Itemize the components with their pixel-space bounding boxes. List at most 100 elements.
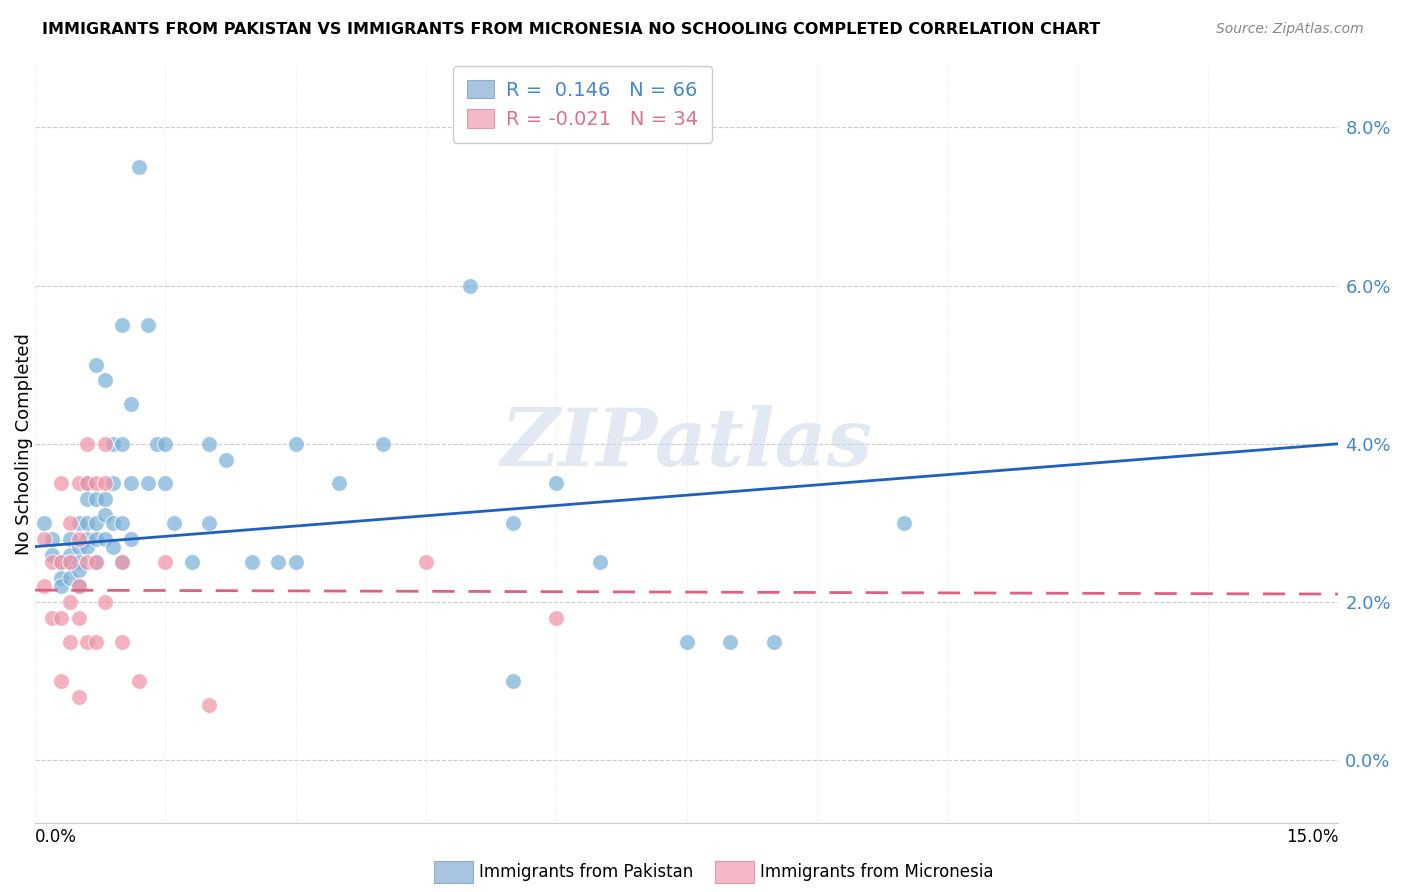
Point — [93, 595, 115, 609]
Point — [41, 611, 63, 625]
Point — [67, 563, 90, 577]
Point — [51, 556, 73, 570]
Y-axis label: No Schooling Completed: No Schooling Completed — [15, 333, 32, 555]
Point — [51, 579, 73, 593]
Point — [128, 674, 150, 689]
Point — [67, 579, 90, 593]
Point — [240, 556, 263, 570]
Point — [675, 634, 697, 648]
Point — [84, 476, 107, 491]
Point — [76, 437, 98, 451]
Point — [84, 634, 107, 648]
Point — [59, 634, 82, 648]
Point — [120, 397, 142, 411]
Point — [59, 548, 82, 562]
Point — [458, 278, 481, 293]
Point — [762, 634, 785, 648]
Point — [589, 556, 612, 570]
Point — [84, 492, 107, 507]
Point — [76, 492, 98, 507]
Point — [93, 532, 115, 546]
Point — [328, 476, 350, 491]
Point — [111, 556, 134, 570]
Point — [120, 476, 142, 491]
Text: Source: ZipAtlas.com: Source: ZipAtlas.com — [1216, 22, 1364, 37]
Point — [41, 556, 63, 570]
Point — [67, 516, 90, 530]
Point — [67, 532, 90, 546]
Point — [111, 318, 134, 332]
Legend: R =  0.146   N = 66, R = -0.021   N = 34: R = 0.146 N = 66, R = -0.021 N = 34 — [453, 66, 711, 143]
Point — [136, 318, 159, 332]
Point — [84, 516, 107, 530]
Point — [32, 532, 55, 546]
Point — [103, 540, 125, 554]
Point — [284, 437, 307, 451]
Point — [893, 516, 915, 530]
Text: IMMIGRANTS FROM PAKISTAN VS IMMIGRANTS FROM MICRONESIA NO SCHOOLING COMPLETED CO: IMMIGRANTS FROM PAKISTAN VS IMMIGRANTS F… — [42, 22, 1101, 37]
Point — [546, 476, 568, 491]
Point — [76, 540, 98, 554]
Point — [67, 611, 90, 625]
Point — [136, 476, 159, 491]
Text: 15.0%: 15.0% — [1286, 828, 1339, 846]
Point — [76, 634, 98, 648]
Point — [76, 532, 98, 546]
Point — [67, 476, 90, 491]
Point — [371, 437, 394, 451]
Point — [59, 556, 82, 570]
Point — [76, 476, 98, 491]
Point — [76, 516, 98, 530]
Point — [76, 476, 98, 491]
Point — [93, 437, 115, 451]
Point — [51, 571, 73, 585]
Point — [163, 516, 186, 530]
Text: 0.0%: 0.0% — [35, 828, 77, 846]
Point — [215, 452, 238, 467]
Point — [198, 698, 221, 712]
Point — [111, 556, 134, 570]
Point — [93, 374, 115, 388]
Point — [32, 516, 55, 530]
Point — [93, 476, 115, 491]
Point — [51, 674, 73, 689]
Point — [103, 476, 125, 491]
Point — [111, 634, 134, 648]
Point — [198, 437, 221, 451]
Point — [84, 556, 107, 570]
Point — [93, 492, 115, 507]
Point — [67, 556, 90, 570]
Point — [284, 556, 307, 570]
Point — [128, 160, 150, 174]
Point — [67, 690, 90, 704]
Point — [180, 556, 202, 570]
Point — [59, 516, 82, 530]
Point — [41, 532, 63, 546]
Point — [155, 556, 177, 570]
Point — [103, 516, 125, 530]
Point — [84, 358, 107, 372]
Point — [155, 476, 177, 491]
Point — [267, 556, 290, 570]
Point — [111, 516, 134, 530]
Point — [41, 548, 63, 562]
Point — [155, 437, 177, 451]
Point — [502, 516, 524, 530]
Text: Immigrants from Pakistan: Immigrants from Pakistan — [478, 863, 693, 881]
Point — [502, 674, 524, 689]
Point — [120, 532, 142, 546]
Text: Immigrants from Micronesia: Immigrants from Micronesia — [759, 863, 994, 881]
Point — [546, 611, 568, 625]
Point — [111, 437, 134, 451]
Point — [103, 437, 125, 451]
Point — [718, 634, 741, 648]
Point — [59, 595, 82, 609]
Point — [415, 556, 437, 570]
Point — [51, 476, 73, 491]
Point — [93, 508, 115, 522]
Point — [198, 516, 221, 530]
Point — [51, 611, 73, 625]
Point — [67, 540, 90, 554]
Point — [59, 556, 82, 570]
Point — [84, 556, 107, 570]
